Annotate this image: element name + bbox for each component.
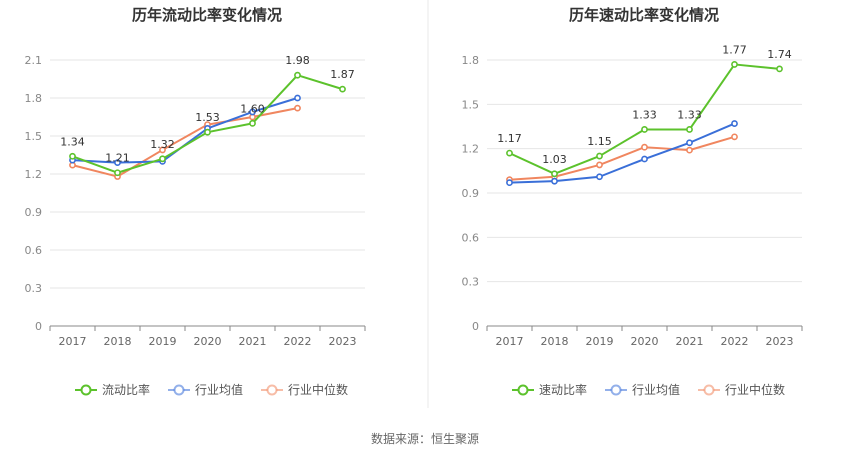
data-label: 1.87: [330, 68, 355, 81]
y-tick-label: 1.2: [25, 168, 43, 181]
x-tick-label: 2017: [59, 335, 87, 348]
x-tick-label: 2019: [149, 335, 177, 348]
x-tick-label: 2017: [496, 335, 524, 348]
data-point: [596, 161, 603, 169]
y-tick-label: 1.5: [462, 98, 480, 111]
x-tick-label: 2018: [541, 335, 569, 348]
data-label: 1.98: [285, 54, 310, 67]
data-point: [294, 104, 301, 112]
legend-marker: [703, 384, 715, 396]
data-point: [596, 152, 603, 160]
legend-item: 行业中位数: [261, 382, 348, 397]
data-label: 1.33: [632, 108, 657, 121]
data-point: [159, 155, 166, 163]
legend-item: 流动比率: [75, 382, 150, 397]
data-label: 1.15: [587, 135, 612, 148]
data-point: [686, 126, 693, 133]
legend-marker: [80, 384, 92, 396]
data-point: [249, 119, 256, 127]
data-point: [294, 71, 301, 79]
y-tick-label: 0.3: [25, 282, 43, 295]
data-point: [551, 177, 558, 185]
data-point: [69, 152, 76, 160]
data-point: [731, 61, 738, 68]
legend-label: 流动比率: [102, 382, 150, 397]
y-tick-label: 0.9: [462, 187, 480, 200]
series-line: [72, 107, 298, 178]
data-point: [776, 65, 783, 73]
data-point: [731, 120, 738, 127]
data-point: [686, 139, 693, 147]
x-tick-label: 2020: [194, 335, 222, 348]
y-tick-label: 2.1: [25, 54, 43, 67]
data-label: 1.53: [195, 111, 220, 124]
data-point: [114, 169, 121, 177]
legend-label: 行业中位数: [288, 382, 348, 397]
y-tick-label: 0: [35, 320, 42, 333]
y-tick-label: 0: [472, 320, 479, 333]
series-line: [509, 122, 735, 184]
legend-label: 速动比率: [539, 382, 587, 397]
x-tick-label: 2023: [766, 335, 794, 348]
x-tick-label: 2020: [631, 335, 659, 348]
x-tick-label: 2021: [676, 335, 704, 348]
data-label: 1.74: [767, 48, 792, 61]
y-tick-label: 0.6: [25, 244, 43, 257]
data-point: [294, 94, 301, 102]
legend-item: 速动比率: [512, 382, 587, 397]
chart-title: 历年速动比率变化情况: [569, 6, 719, 24]
data-point: [506, 179, 513, 187]
y-tick-label: 1.8: [25, 92, 43, 105]
data-label: 1.32: [150, 138, 175, 151]
data-point: [551, 170, 558, 178]
legend-item: 行业中位数: [698, 382, 785, 397]
data-point: [339, 85, 346, 93]
chart-title: 历年流动比率变化情况: [132, 6, 282, 24]
chart-1: 历年流动比率变化情况 0 0.3 0.6 0.9 1.2 1.5 1.8 2.1 2017 2018…: [25, 6, 366, 397]
x-tick-label: 2022: [284, 335, 312, 348]
x-tick-label: 2021: [239, 335, 267, 348]
data-point: [641, 126, 648, 133]
y-tick-label: 1.5: [25, 130, 43, 143]
data-point: [641, 143, 648, 151]
data-point: [506, 149, 513, 157]
y-tick-label: 1.8: [462, 54, 480, 67]
data-point: [249, 108, 256, 116]
legend-label: 行业中位数: [725, 382, 785, 397]
legend-item: 行业均值: [605, 382, 680, 397]
y-tick-label: 0.6: [462, 231, 480, 244]
data-point: [596, 173, 603, 181]
data-label: 1.03: [542, 153, 567, 166]
x-tick-label: 2023: [329, 335, 357, 348]
chart-2: 历年速动比率变化情况 0 0.3 0.6 0.9 1.2 1.5 1.8 2017 2018 201…: [462, 6, 803, 397]
y-tick-label: 1.2: [462, 143, 480, 156]
source-note: 数据来源：恒生聚源: [370, 432, 479, 446]
data-label: 1.17: [497, 132, 522, 145]
data-label: 1.33: [677, 108, 702, 121]
legend-marker: [517, 384, 529, 396]
legend-item: 行业均值: [168, 382, 243, 397]
data-point: [731, 133, 738, 141]
legend-marker: [266, 384, 278, 396]
x-tick-label: 2019: [586, 335, 614, 348]
data-point: [204, 128, 211, 136]
data-point: [114, 159, 121, 166]
x-tick-label: 2022: [721, 335, 749, 348]
data-point: [159, 146, 166, 154]
x-tick-label: 2018: [104, 335, 132, 348]
data-label: 1.21: [105, 152, 130, 165]
legend-label: 行业均值: [632, 382, 680, 397]
data-point: [686, 146, 693, 154]
series-line: [509, 135, 735, 181]
y-tick-label: 0.9: [25, 206, 43, 219]
data-point: [641, 155, 648, 163]
legend-marker: [610, 384, 622, 396]
data-label: 1.34: [60, 135, 85, 148]
data-label: 1.77: [722, 43, 747, 56]
data-label: 1.60: [240, 102, 265, 115]
y-tick-label: 0.3: [462, 276, 480, 289]
legend-label: 行业均值: [195, 382, 243, 397]
legend-marker: [173, 384, 185, 396]
